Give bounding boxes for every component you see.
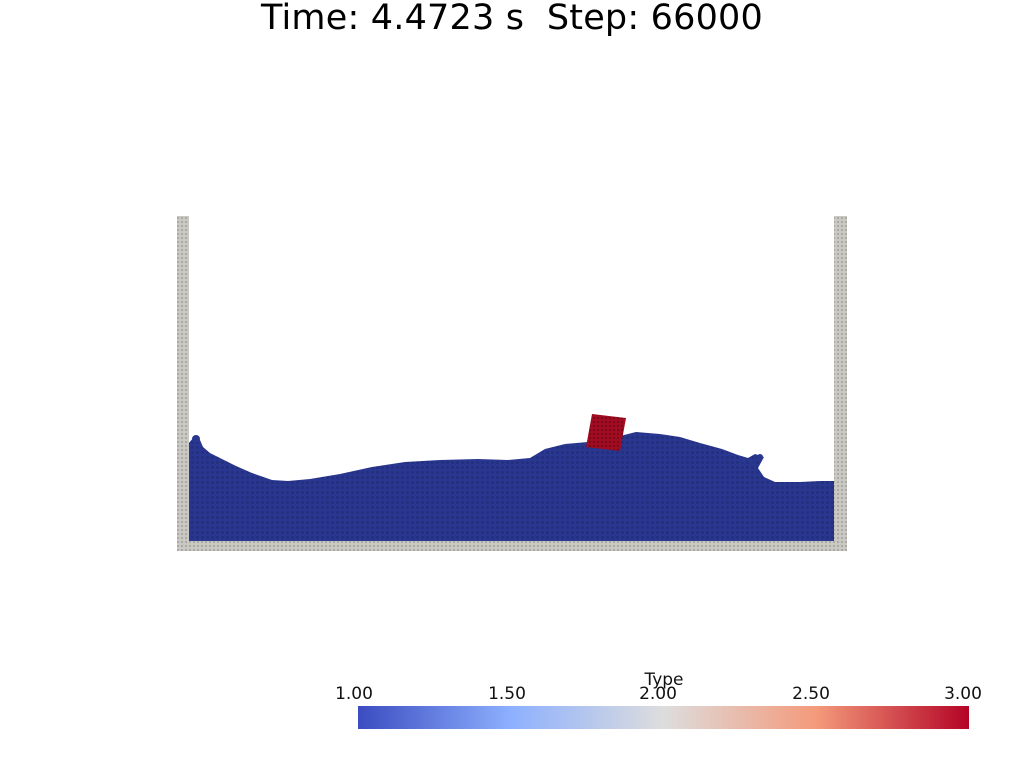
legend-title: Type [644,670,684,690]
fluid-particles [188,432,835,541]
legend-tick-label: 3.00 [944,684,982,704]
tank-floor [177,541,847,551]
type-colorbar [358,706,969,729]
tank-right-wall [834,216,847,550]
tank-left-wall [177,216,189,550]
legend-tick-label: 1.50 [488,684,526,704]
splash-droplet [757,454,763,460]
legend-tick-label: 2.50 [792,684,830,704]
splash-droplet [741,457,747,463]
splash-droplet [748,459,754,465]
splash-droplet [192,435,200,443]
legend-tick-label: 1.00 [335,684,373,704]
legend-tick-label: 2.00 [639,684,677,704]
floating-block [586,414,626,451]
time-step-title: Time: 4.4723 s Step: 66000 [261,0,763,38]
